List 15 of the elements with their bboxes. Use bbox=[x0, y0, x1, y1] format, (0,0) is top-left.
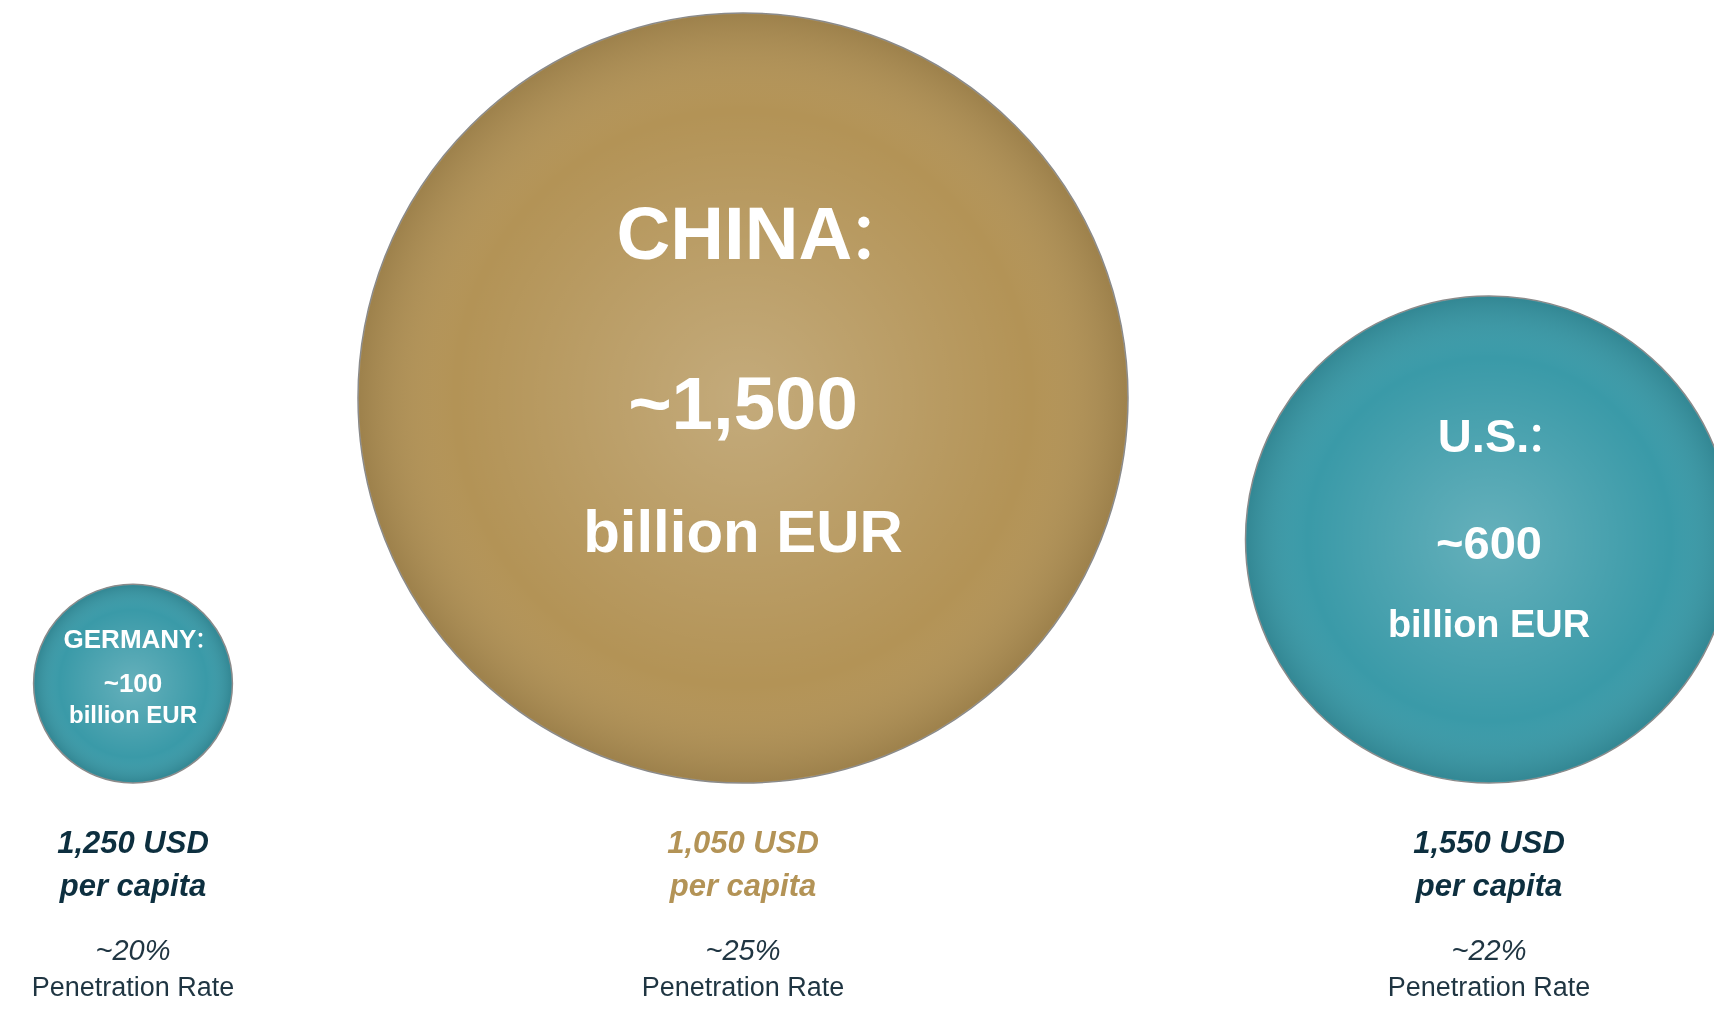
text: ~20% bbox=[95, 934, 171, 966]
category-label: GERMANY bbox=[63, 623, 197, 654]
category-label: U.S. bbox=[1437, 408, 1530, 462]
text: 1,550 USD per capita bbox=[1413, 825, 1565, 903]
text: Penetration Rate bbox=[1387, 972, 1591, 1002]
category-label: CHINA bbox=[616, 192, 853, 276]
text: 1,250 USD per capita bbox=[57, 825, 209, 903]
text: Penetration Rate bbox=[31, 972, 235, 1002]
text: ~22% bbox=[1451, 934, 1527, 966]
text: 1,050 USD per capita bbox=[667, 825, 819, 903]
text: Penetration Rate bbox=[641, 972, 845, 1002]
text: ~25% bbox=[705, 934, 781, 966]
data-label: ~1,500 billion EUR bbox=[583, 361, 903, 565]
data-label: ~600 billion EUR bbox=[1387, 515, 1591, 645]
data-label: ~100 billion EUR bbox=[69, 667, 197, 729]
